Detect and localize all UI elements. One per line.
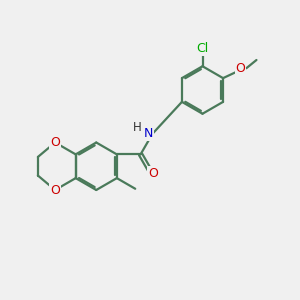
Text: H: H <box>133 121 142 134</box>
Text: O: O <box>50 184 60 196</box>
Text: O: O <box>236 62 245 75</box>
Text: Cl: Cl <box>196 42 208 55</box>
Text: O: O <box>50 136 60 149</box>
Text: O: O <box>148 167 158 180</box>
Text: N: N <box>144 127 153 140</box>
